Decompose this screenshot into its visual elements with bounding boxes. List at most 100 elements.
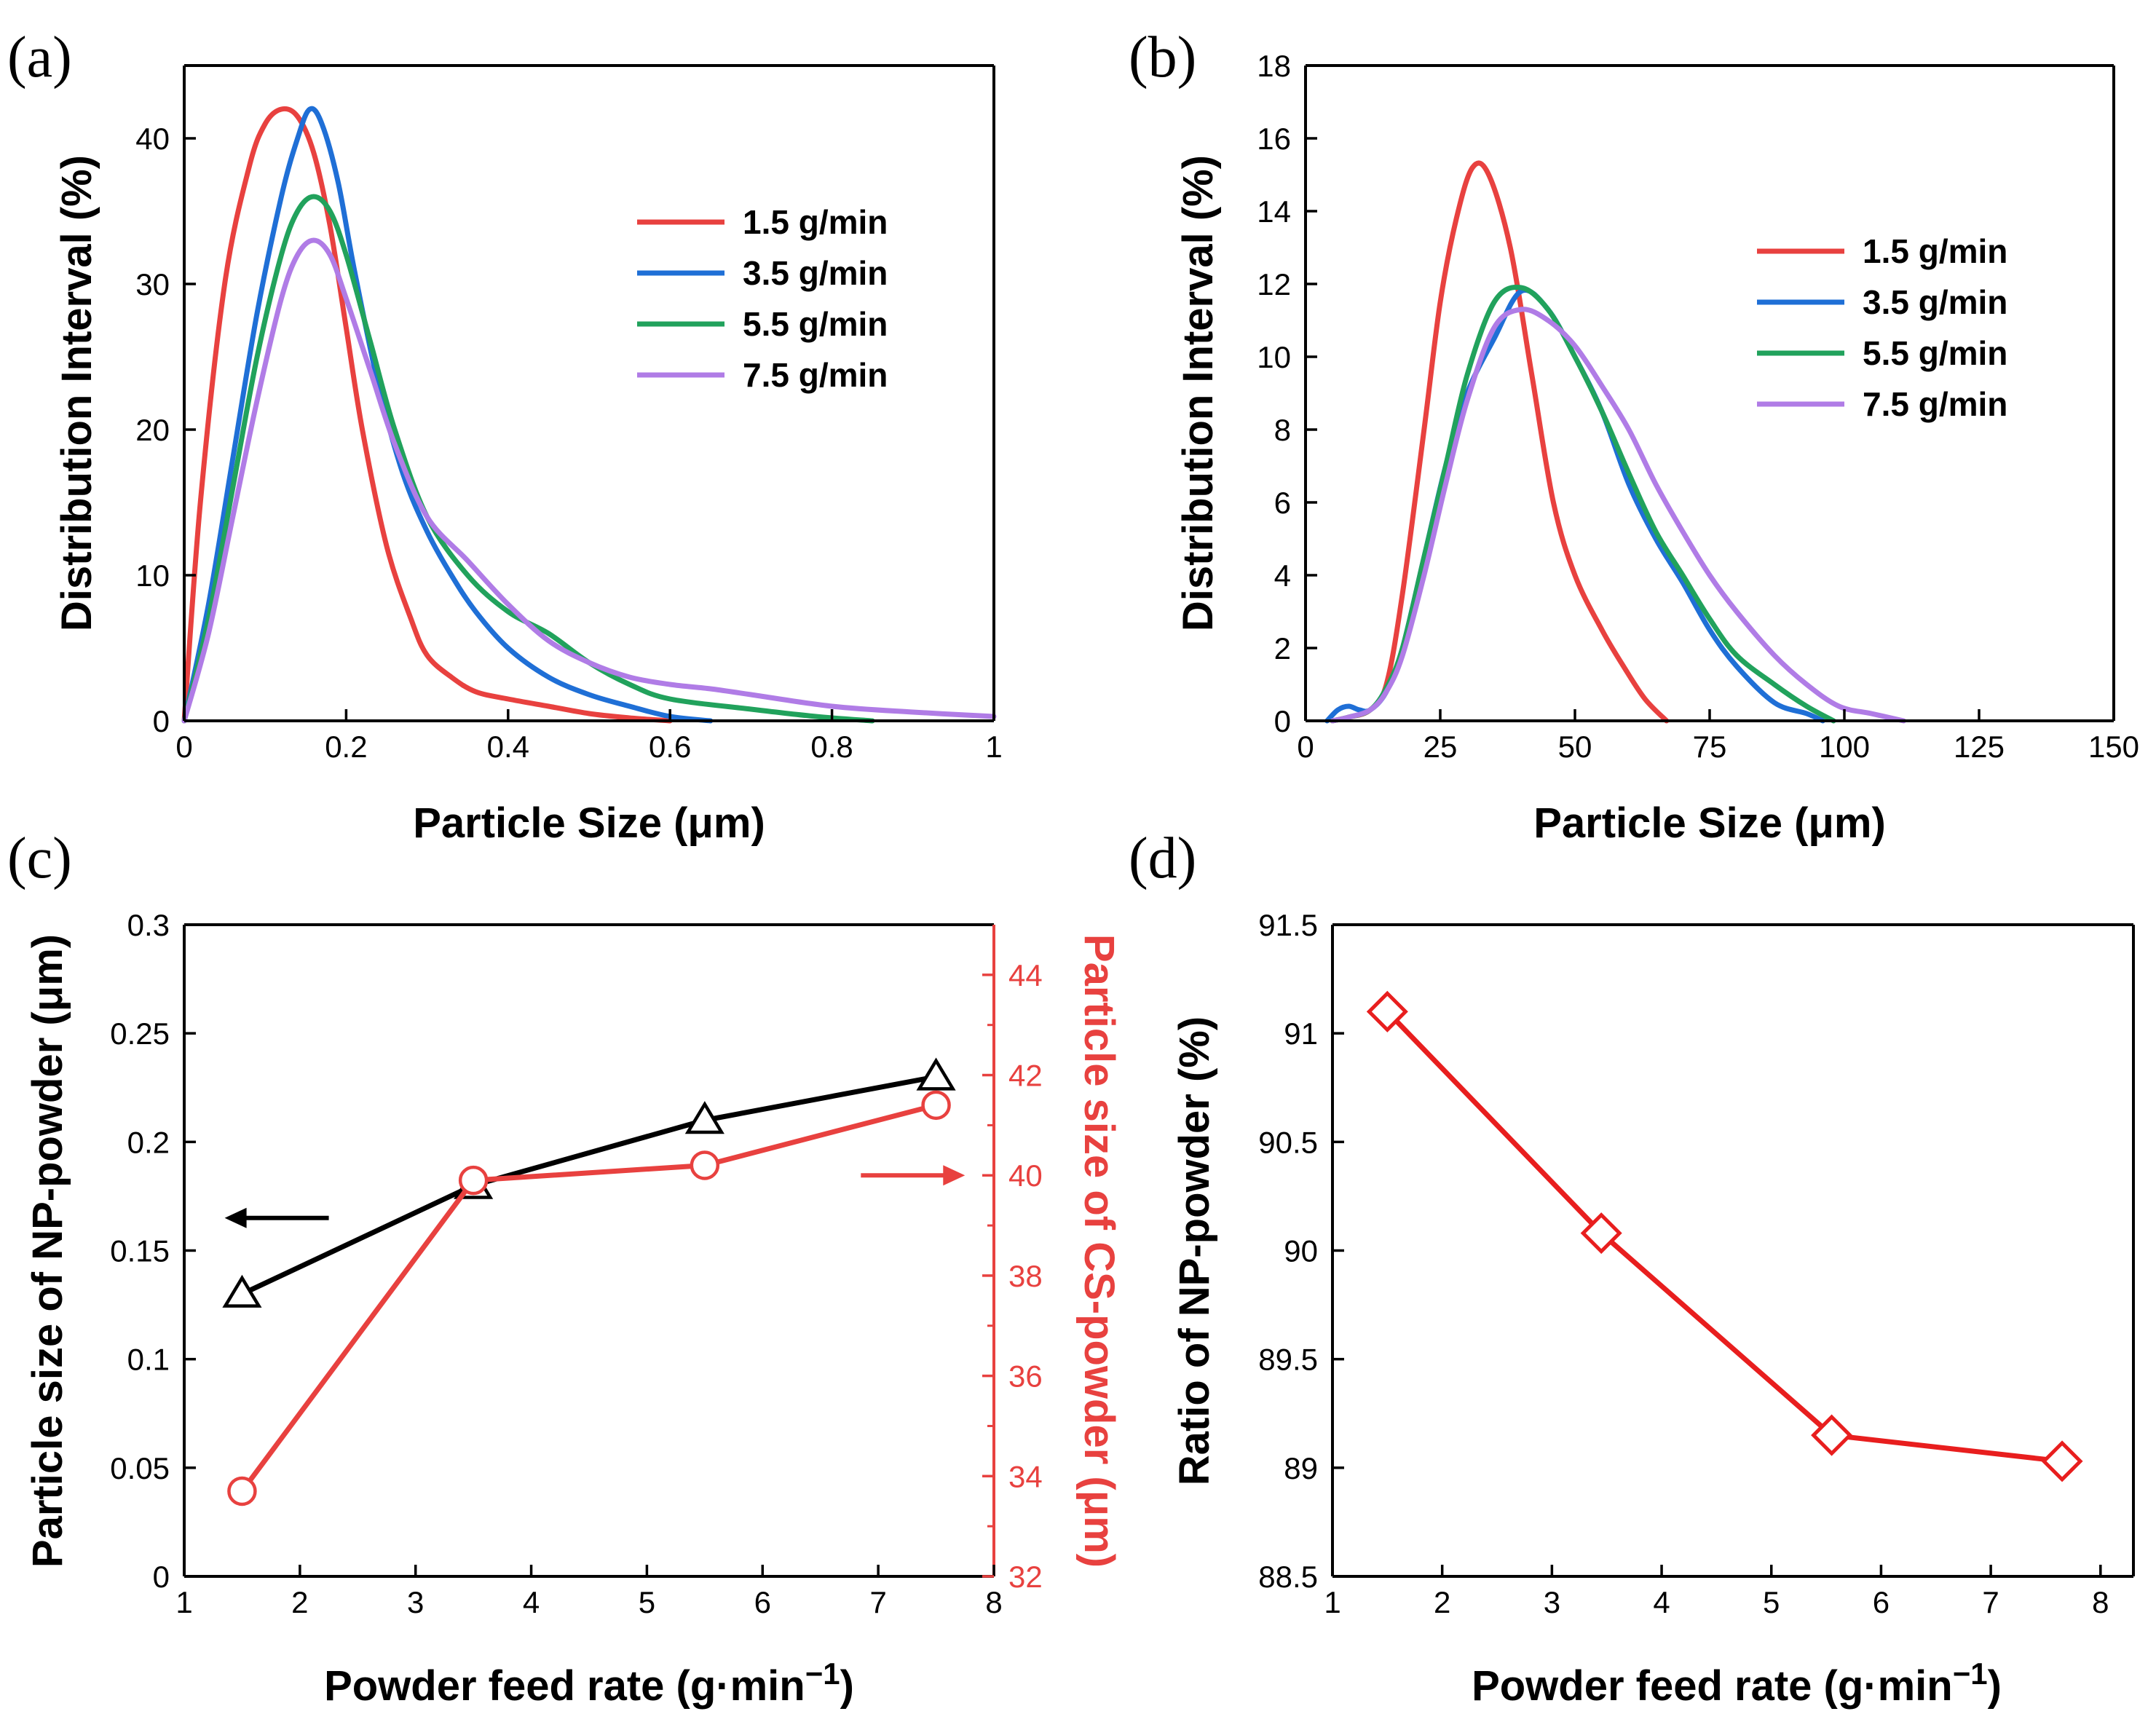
panel-b: (b) 0 25 50 75 100 125 150 0 2 4 6 8 10 12 14 16 18 Partic…	[1129, 25, 2139, 847]
legend-label: 5.5 g/min	[743, 305, 888, 343]
x-axis-title: Particle Size (μm)	[413, 799, 765, 847]
y2-tick-label: 32	[1008, 1560, 1043, 1594]
data-point-Ratio-1	[1580, 1212, 1622, 1255]
x-tick-label: 0.6	[649, 730, 691, 764]
y-axis-title: Particle size of NP-powder (μm)	[24, 934, 71, 1568]
x-tick-label: 4	[523, 1585, 540, 1619]
data-point-Ratio-3	[2041, 1440, 2083, 1482]
y2-tick-label: 34	[1008, 1459, 1043, 1493]
x-tick-label: 3	[407, 1585, 424, 1619]
y-tick-label: 91.5	[1258, 908, 1318, 942]
data-point-CS-powder-0	[227, 1476, 257, 1506]
x-tick-label: 75	[1693, 730, 1727, 764]
x-tick-label: 1	[985, 730, 1002, 764]
y-tick-label: 0.1	[127, 1343, 170, 1377]
y2-tick-label: 40	[1008, 1158, 1043, 1193]
y-tick-label: 0	[153, 704, 170, 738]
panel-d: (d) 1 2 3 4 5 6 7 8 88.5 89 89.5 90 90.5 91 91.5 Powder …	[1129, 826, 2135, 1710]
data-point-CS-powder-1	[458, 1165, 489, 1196]
x-tick-label: 6	[754, 1585, 771, 1619]
series-line-3-5-g-min	[181, 106, 714, 724]
y-tick-label: 0	[1274, 704, 1291, 738]
panel-c: (c)1 2 3 4 5 6 7 800.050.10.150.20.250.33234363…	[7, 826, 1123, 1710]
y-tick-label: 0.2	[127, 1125, 170, 1159]
legend-label: 3.5 g/min	[743, 254, 888, 292]
y-tick-label: 0	[153, 1560, 170, 1594]
x-tick-label: 1	[175, 1585, 192, 1619]
y-tick-label: 20	[135, 413, 170, 447]
legend-label: 1.5 g/min	[743, 203, 888, 241]
legend-label: 7.5 g/min	[743, 356, 888, 394]
y-tick-label: 8	[1274, 413, 1291, 447]
y-tick-label: 14	[1257, 194, 1291, 229]
legend-label: 1.5 g/min	[1863, 232, 2007, 270]
x-tick-label: 5	[1763, 1585, 1780, 1619]
y-tick-label: 40	[135, 122, 170, 156]
y-tick-label: 0.25	[110, 1016, 170, 1051]
legend-label: 5.5 g/min	[1863, 334, 2007, 372]
x-axis-title: Powder feed rate (g·min−1)	[324, 1656, 854, 1710]
x-axis-title: Powder feed rate (g·min−1)	[1472, 1656, 2002, 1710]
y-tick-label: 90.5	[1258, 1125, 1318, 1159]
data-point-CS-powder-3	[921, 1090, 951, 1121]
y-tick-label: 90	[1284, 1234, 1318, 1268]
y2-tick-label: 36	[1008, 1359, 1043, 1394]
x-tick-label: 0.8	[810, 730, 853, 764]
data-point-NP-powder-3	[916, 1057, 956, 1091]
data-point-Ratio-2	[1811, 1414, 1853, 1456]
x-tick-label: 8	[2092, 1585, 2109, 1619]
y-tick-label: 30	[135, 267, 170, 301]
y-tick-label: 88.5	[1258, 1560, 1318, 1594]
series-line-Ratio	[1385, 1009, 2063, 1464]
x-axis-title: Particle Size (μm)	[1533, 799, 1886, 847]
x-tick-label: 150	[2088, 730, 2139, 764]
x-tick-label: 5	[639, 1585, 655, 1619]
x-tick-label: 2	[291, 1585, 308, 1619]
axis-arrow-head-left	[224, 1207, 247, 1228]
x-tick-label: 2	[1434, 1585, 1450, 1619]
series-line-CS-powder	[240, 1102, 937, 1493]
y-tick-label: 10	[1257, 340, 1291, 374]
panel-label: (a)	[7, 25, 72, 90]
axis-arrow-head-right	[943, 1165, 966, 1186]
series-line-7-5-g-min	[1330, 307, 1906, 724]
x-tick-label: 1	[1324, 1585, 1340, 1619]
x-tick-label: 25	[1423, 730, 1458, 764]
series-line-1-5-g-min	[1330, 160, 1670, 724]
y-tick-label: 16	[1257, 122, 1291, 156]
x-tick-label: 50	[1558, 730, 1592, 764]
y-tick-label: 91	[1284, 1016, 1318, 1051]
y-tick-label: 89	[1284, 1451, 1318, 1485]
y2-tick-label: 38	[1008, 1259, 1043, 1293]
legend-label: 7.5 g/min	[1863, 385, 2007, 423]
data-point-Ratio-0	[1366, 990, 1408, 1032]
y-tick-label: 4	[1274, 558, 1291, 593]
x-tick-label: 6	[1873, 1585, 1890, 1619]
y-axis-title: Ratio of NP-powder (%)	[1171, 1016, 1218, 1485]
x-tick-label: 0	[1297, 730, 1314, 764]
data-point-NP-powder-2	[684, 1101, 724, 1134]
y-tick-label: 6	[1274, 486, 1291, 520]
panel-label: (c)	[7, 826, 72, 890]
y-tick-label: 12	[1257, 267, 1291, 301]
series-line-1-5-g-min	[181, 106, 673, 724]
series-line-7-5-g-min	[181, 237, 997, 724]
x-tick-label: 0.4	[487, 730, 529, 764]
x-tick-label: 0	[175, 730, 192, 764]
y-tick-label: 10	[135, 558, 170, 593]
x-tick-label: 3	[1544, 1585, 1560, 1619]
x-tick-label: 8	[985, 1585, 1002, 1619]
series-line-5-5-g-min	[181, 194, 875, 724]
x-tick-label: 7	[869, 1585, 886, 1619]
y2-tick-label: 42	[1008, 1059, 1043, 1093]
x-tick-label: 4	[1653, 1585, 1670, 1619]
series-line-NP-powder	[240, 1074, 937, 1297]
x-tick-label: 0.2	[325, 730, 367, 764]
y2-tick-label: 44	[1008, 958, 1043, 992]
y-axis-title: Distribution Interval (%)	[53, 155, 100, 631]
data-point-NP-powder-0	[222, 1274, 262, 1308]
y-axis-title: Distribution Interval (%)	[1174, 155, 1222, 631]
y-tick-label: 0.05	[110, 1451, 170, 1485]
y2-axis-title: Particle size of CS-powder (μm)	[1075, 934, 1123, 1568]
